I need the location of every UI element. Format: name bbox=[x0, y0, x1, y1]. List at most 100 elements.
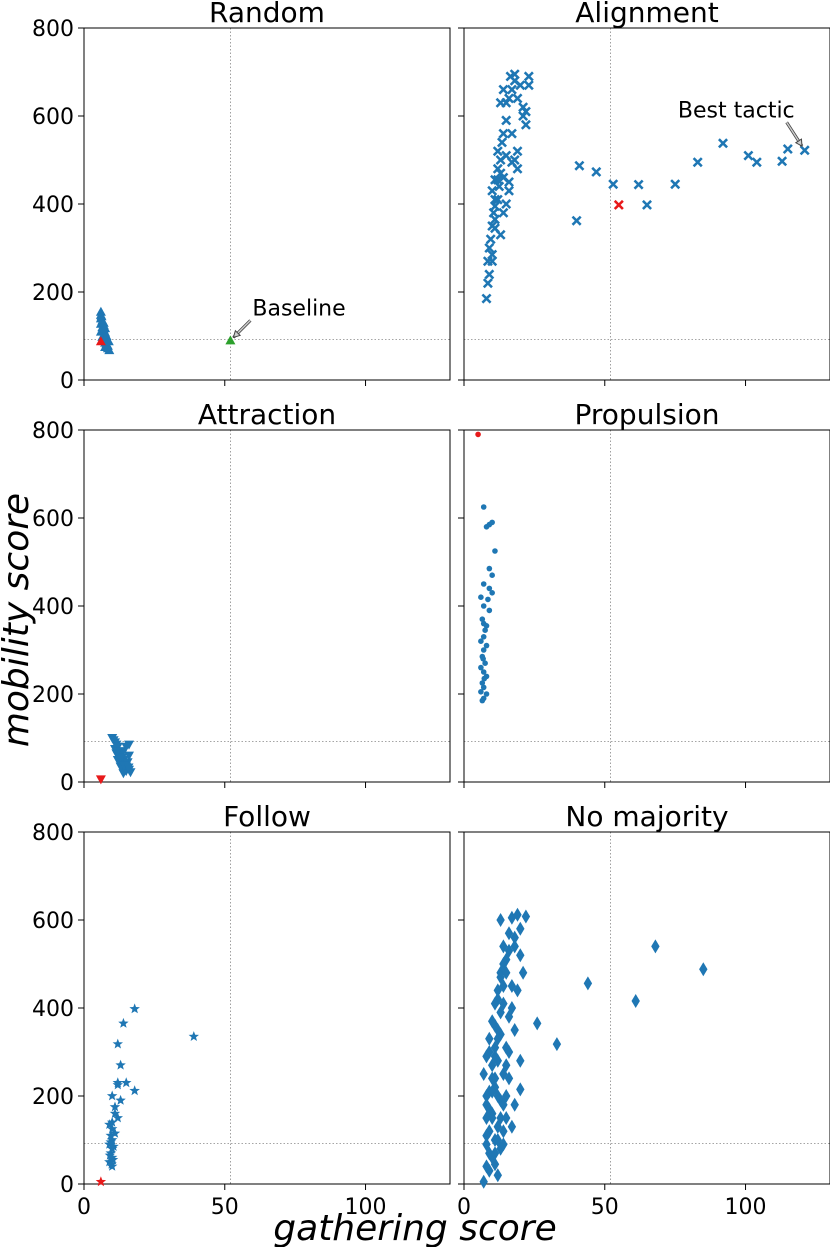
data-point bbox=[98, 317, 109, 327]
panel-attraction: 0 200 400 600 800 Attraction bbox=[32, 398, 451, 796]
data-point bbox=[512, 146, 523, 157]
data-point bbox=[777, 156, 788, 167]
data-point bbox=[520, 119, 531, 130]
data-point bbox=[106, 1134, 118, 1145]
data-point bbox=[499, 996, 508, 1011]
x-tick-label: 50 bbox=[211, 1195, 239, 1220]
highlight-point bbox=[95, 336, 106, 346]
data-point bbox=[512, 93, 523, 104]
data-point bbox=[504, 93, 514, 104]
data-point bbox=[631, 994, 640, 1008]
data-point bbox=[482, 1128, 491, 1143]
data-point bbox=[111, 749, 122, 759]
data-point bbox=[499, 1124, 508, 1139]
annotation-label: Baseline bbox=[252, 296, 345, 321]
data-point bbox=[103, 336, 114, 346]
data-point bbox=[485, 596, 491, 603]
data-point bbox=[583, 976, 593, 991]
data-point bbox=[108, 1141, 119, 1151]
y-tick-label: 0 bbox=[60, 771, 74, 796]
data-point bbox=[485, 1146, 494, 1161]
data-point bbox=[513, 907, 522, 922]
axes-frame bbox=[463, 831, 830, 1185]
data-point bbox=[504, 1045, 514, 1059]
data-point bbox=[509, 69, 520, 80]
data-point bbox=[507, 979, 517, 993]
data-point bbox=[487, 185, 498, 196]
axes-frame bbox=[83, 27, 451, 381]
data-point bbox=[499, 1137, 508, 1152]
data-point bbox=[106, 1158, 117, 1169]
annotation-label: Best tactic bbox=[678, 98, 795, 123]
data-point bbox=[104, 345, 115, 355]
highlight-point bbox=[95, 1176, 107, 1187]
data-point bbox=[109, 1108, 121, 1118]
highlight-point bbox=[475, 431, 481, 438]
panel-propulsion: Propulsion bbox=[458, 398, 830, 788]
data-point bbox=[493, 1023, 502, 1037]
data-point bbox=[479, 1067, 488, 1081]
data-point bbox=[480, 581, 487, 587]
data-point bbox=[490, 1049, 500, 1064]
x-tick-label: 50 bbox=[591, 1195, 619, 1220]
data-point bbox=[633, 179, 644, 190]
data-point bbox=[484, 243, 495, 253]
data-point bbox=[115, 1059, 126, 1070]
data-point bbox=[799, 145, 810, 156]
data-point bbox=[109, 1127, 121, 1138]
data-point bbox=[651, 939, 660, 954]
data-point bbox=[188, 1031, 199, 1041]
data-point bbox=[480, 634, 487, 640]
y-tick-label: 200 bbox=[32, 1085, 74, 1110]
data-point bbox=[483, 691, 490, 697]
data-point bbox=[512, 163, 523, 174]
data-point bbox=[112, 1112, 123, 1123]
data-point bbox=[486, 607, 493, 614]
data-point bbox=[121, 1077, 132, 1088]
data-point bbox=[486, 565, 493, 572]
highlight-point bbox=[613, 199, 624, 210]
data-point bbox=[129, 1085, 140, 1096]
data-point bbox=[518, 965, 528, 980]
data-point bbox=[482, 278, 493, 289]
data-point bbox=[105, 1130, 116, 1140]
data-point bbox=[109, 1101, 121, 1112]
panel-title: Attraction bbox=[198, 398, 336, 431]
data-point bbox=[499, 957, 508, 971]
data-point bbox=[516, 948, 525, 963]
data-point bbox=[489, 519, 495, 526]
data-point bbox=[496, 1111, 505, 1125]
data-point bbox=[481, 293, 492, 304]
panel-follow: 0 50 100 0 200 400 600 800 Follow bbox=[32, 800, 451, 1220]
data-point bbox=[482, 1049, 491, 1064]
data-point bbox=[782, 144, 793, 154]
y-tick-label: 600 bbox=[32, 909, 74, 934]
data-point bbox=[504, 177, 514, 187]
data-point bbox=[523, 71, 534, 82]
data-point bbox=[480, 603, 487, 609]
data-point bbox=[478, 689, 484, 695]
data-point bbox=[478, 594, 484, 600]
y-tick-label: 0 bbox=[60, 369, 74, 394]
panel-title: Random bbox=[209, 0, 325, 29]
data-point bbox=[492, 174, 503, 185]
data-point bbox=[492, 194, 503, 205]
data-point bbox=[104, 1149, 116, 1160]
x-tick-label: 100 bbox=[725, 1195, 767, 1220]
data-point bbox=[129, 1003, 140, 1014]
data-point bbox=[488, 1084, 497, 1099]
data-point bbox=[486, 585, 493, 592]
data-point bbox=[642, 199, 652, 210]
data-point bbox=[112, 1077, 123, 1088]
data-point bbox=[480, 684, 487, 691]
data-point bbox=[485, 234, 496, 245]
data-point bbox=[490, 1157, 500, 1172]
data-point bbox=[481, 675, 488, 682]
data-point bbox=[478, 664, 484, 671]
data-point bbox=[571, 215, 582, 226]
data-point bbox=[492, 548, 498, 554]
data-point bbox=[118, 769, 129, 779]
data-point bbox=[490, 996, 500, 1011]
data-point bbox=[479, 697, 486, 704]
